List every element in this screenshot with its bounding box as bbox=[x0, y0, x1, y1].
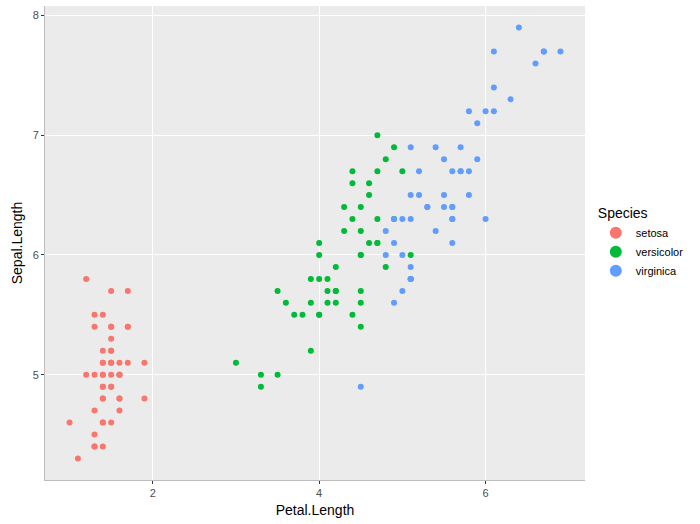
svg-text:Sepal.Length: Sepal.Length bbox=[9, 202, 25, 285]
svg-text:Petal.Length: Petal.Length bbox=[276, 502, 355, 518]
svg-text:8: 8 bbox=[33, 9, 39, 21]
svg-text:4: 4 bbox=[316, 487, 322, 499]
svg-text:versicolor: versicolor bbox=[636, 246, 683, 258]
svg-text:setosa: setosa bbox=[636, 227, 669, 239]
svg-text:virginica: virginica bbox=[636, 265, 677, 277]
svg-text:6: 6 bbox=[483, 487, 489, 499]
svg-text:5: 5 bbox=[33, 369, 39, 381]
svg-text:6: 6 bbox=[33, 249, 39, 261]
svg-text:2: 2 bbox=[150, 487, 156, 499]
svg-text:Species: Species bbox=[598, 205, 648, 221]
svg-text:7: 7 bbox=[33, 129, 39, 141]
